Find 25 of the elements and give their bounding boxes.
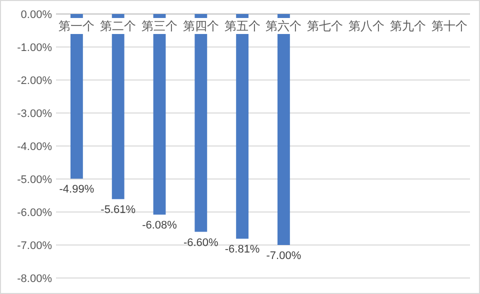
y-tick-label: -7.00%	[17, 240, 52, 252]
x-tick-label: 第九个	[390, 19, 426, 33]
data-label: -7.00%	[266, 250, 302, 262]
x-tick-label: 第二个	[100, 19, 136, 33]
data-label: -6.81%	[224, 244, 260, 256]
data-label: -6.08%	[142, 220, 178, 232]
y-tick-label: -6.00%	[17, 206, 52, 219]
y-tick-label: -4.00%	[17, 140, 52, 153]
y-tick-label: 0.00%	[20, 8, 52, 21]
y-tick-label: -3.00%	[17, 108, 52, 120]
x-tick-label: 第三个	[142, 19, 178, 33]
y-tick-label: -1.00%	[17, 42, 52, 54]
x-tick-label: 第五个	[224, 19, 260, 33]
x-tick-label: 第一个	[58, 19, 95, 33]
x-tick-label: 第六个	[266, 19, 302, 33]
x-tick-label: 第四个	[182, 19, 219, 33]
data-label: -6.60%	[183, 236, 219, 249]
y-tick-label: -8.00%	[17, 272, 52, 285]
data-label: -4.99%	[59, 184, 94, 196]
y-tick-label: -5.00%	[17, 174, 52, 186]
y-tick-label: -2.00%	[17, 74, 52, 87]
x-tick-label: 第八个	[348, 19, 384, 33]
x-tick-label: 第七个	[307, 19, 344, 33]
x-tick-label: 第十个	[431, 19, 468, 33]
data-label: -5.61%	[100, 204, 136, 216]
